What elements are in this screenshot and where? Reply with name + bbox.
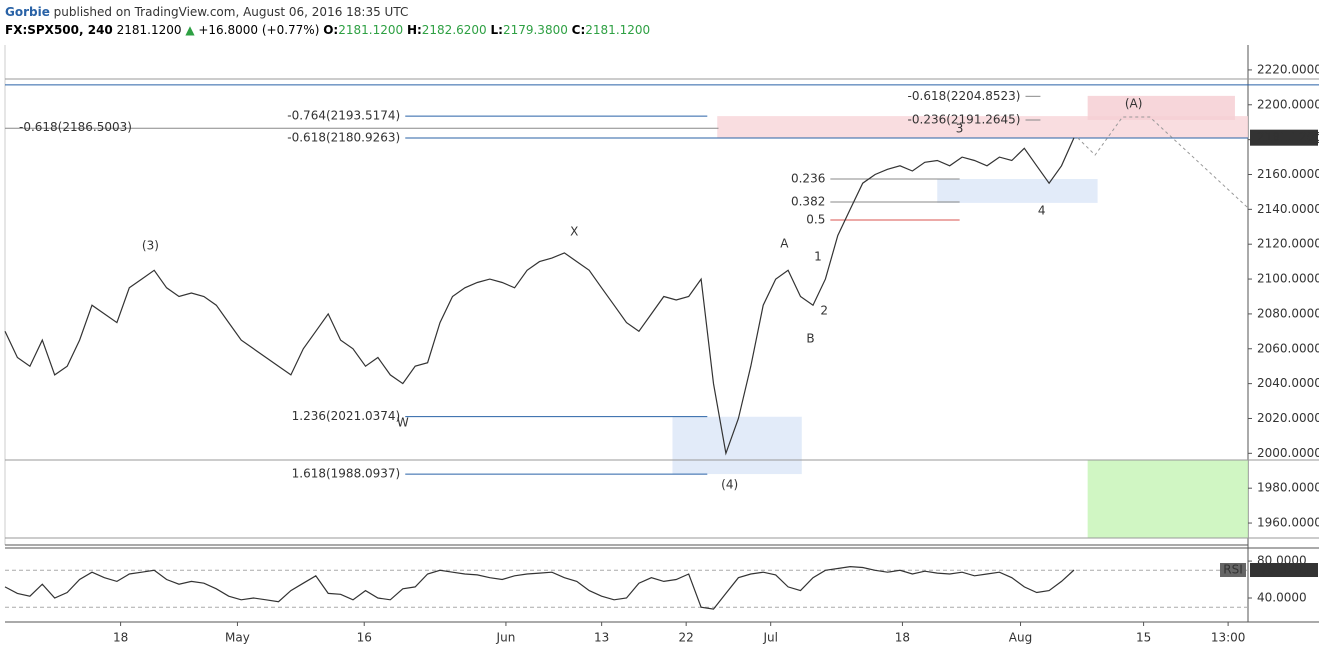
- rsi-last-box: [1250, 563, 1318, 578]
- y-tick-label: 2000.0000: [1257, 446, 1319, 460]
- x-tick-label: 13: [594, 631, 609, 645]
- y-tick-label: 2120.0000: [1257, 237, 1319, 251]
- fib-label: 1.236(2021.0374): [292, 409, 401, 423]
- header-text: 2181.1200: [113, 23, 186, 37]
- wave-label: W: [397, 416, 409, 430]
- last-price-box: [1250, 129, 1318, 146]
- header-text: Gorbie: [5, 5, 50, 19]
- y-tick-label: 2160.0000: [1257, 167, 1319, 181]
- x-tick-label: Jul: [762, 631, 777, 645]
- price-line: [4, 565, 1075, 610]
- y-tick-label: 40.0000: [1257, 591, 1307, 605]
- header-text: 2181.1200: [585, 23, 650, 37]
- x-tick-label: Aug: [1009, 631, 1032, 645]
- fib-label: -0.764(2193.5174): [287, 109, 400, 123]
- header-text: C:: [572, 23, 586, 37]
- header-text: 2181.1200: [338, 23, 407, 37]
- fib-label: 0.236: [791, 172, 825, 186]
- wave-label: X: [570, 224, 578, 238]
- y-tick-label: 2200.0000: [1257, 97, 1319, 111]
- fib-label: -0.618(2204.8523): [908, 89, 1021, 103]
- y-tick-label: 2100.0000: [1257, 272, 1319, 286]
- wave-label: (3): [142, 238, 159, 252]
- y-tick-label: 2080.0000: [1257, 306, 1319, 320]
- x-tick-label: May: [225, 631, 250, 645]
- x-tick-label: 16: [357, 631, 372, 645]
- wave-label: (4): [721, 478, 738, 492]
- x-tick-label: 18: [895, 631, 910, 645]
- rsi-last-label: 70.3255: [1260, 563, 1310, 577]
- fib-label: 0.5: [806, 212, 825, 226]
- fib-label: -0.618(2186.5003): [19, 120, 132, 134]
- rsi-title: RSI: [1223, 563, 1243, 577]
- header-line-2: FX:SPX500, 240 2181.1200 ▲ +16.8000 (+0.…: [5, 23, 650, 37]
- fib-label: 0.382: [791, 195, 825, 209]
- zone-box: [1087, 95, 1235, 120]
- wave-label: 3: [956, 122, 964, 136]
- wave-label: B: [806, 332, 814, 346]
- y-tick-label: 2060.0000: [1257, 341, 1319, 355]
- y-tick-label: 2040.0000: [1257, 376, 1319, 390]
- header-text: +16.8000 (+0.77%): [195, 23, 324, 37]
- header-text: 2182.6200: [422, 23, 491, 37]
- wave-label: 2: [820, 303, 828, 317]
- fib-label: 1.618(1988.0937): [292, 467, 401, 481]
- header-text: FX:SPX500, 240: [5, 23, 113, 37]
- price-line: [4, 137, 1075, 456]
- y-tick-label: 2020.0000: [1257, 411, 1319, 425]
- header-text: published on TradingView.com, August 06,…: [50, 5, 408, 19]
- header-text: 2179.3800: [503, 23, 572, 37]
- header-line-1: Gorbie published on TradingView.com, Aug…: [5, 5, 408, 19]
- wave-label: A: [780, 237, 789, 251]
- rsi-title-box: [1220, 563, 1246, 578]
- zone-box: [672, 416, 802, 475]
- x-tick-label: 18: [113, 631, 128, 645]
- y-tick-label: 1960.0000: [1257, 516, 1319, 530]
- y-tick-label: 1980.0000: [1257, 481, 1319, 495]
- zone-box: [937, 179, 1098, 203]
- last-price-label: 2181.1200: [1257, 130, 1319, 144]
- header-text: O:: [323, 23, 338, 37]
- fib-label: -0.618(2180.9263): [287, 131, 400, 145]
- x-tick-label: 13:00: [1211, 631, 1246, 645]
- zone-box: [1087, 459, 1248, 539]
- x-tick-label: 22: [679, 631, 694, 645]
- x-tick-label: Jun: [496, 631, 516, 645]
- zone-box: [717, 116, 1248, 139]
- header-text: L:: [491, 23, 503, 37]
- wave-label: 1: [814, 249, 822, 263]
- x-tick-label: 15: [1136, 631, 1151, 645]
- header-text: H:: [407, 23, 422, 37]
- wave-label: (A): [1125, 96, 1143, 110]
- header-text: ▲: [185, 23, 195, 37]
- y-tick-label: 2220.0000: [1257, 62, 1319, 76]
- y-tick-label: 2140.0000: [1257, 202, 1319, 216]
- fib-label: -0.236(2191.2645): [908, 113, 1021, 127]
- wave-label: 4: [1038, 203, 1046, 217]
